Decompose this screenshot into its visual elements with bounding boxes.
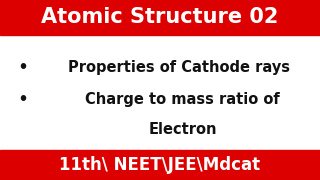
Text: Charge to mass ratio of: Charge to mass ratio of xyxy=(85,92,280,107)
Text: Atomic Structure 02: Atomic Structure 02 xyxy=(41,7,279,28)
Text: Electron: Electron xyxy=(148,122,217,137)
Text: Properties of Cathode rays: Properties of Cathode rays xyxy=(68,60,290,75)
Bar xyxy=(0,0,320,35)
Text: 11th\ NEET\JEE\Mdcat: 11th\ NEET\JEE\Mdcat xyxy=(60,156,260,174)
Bar xyxy=(0,150,320,180)
Text: •: • xyxy=(17,58,28,77)
Text: •: • xyxy=(17,90,28,109)
